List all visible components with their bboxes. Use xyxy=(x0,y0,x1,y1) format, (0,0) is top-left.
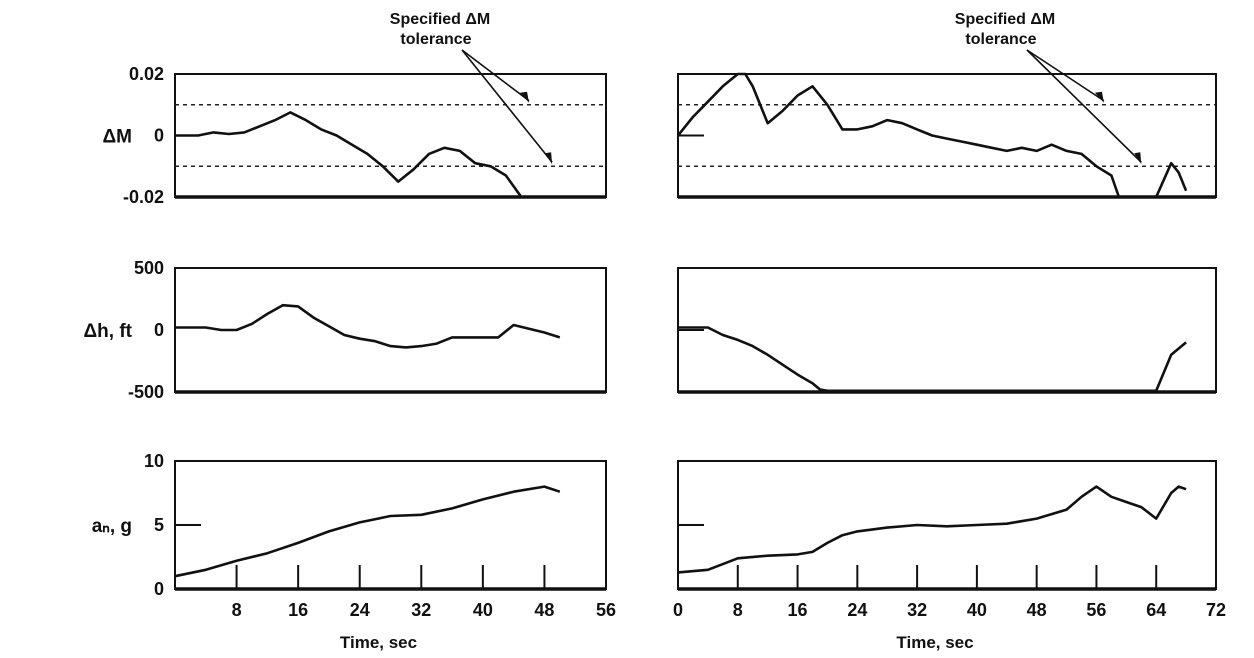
right-xtick-label-8: 56 xyxy=(1086,600,1106,620)
left-xtick-label-4: 32 xyxy=(411,600,431,620)
left-panel-3-trace xyxy=(174,485,561,578)
right-panel-1-trace xyxy=(676,72,1121,198)
left-xtick-label-2: 16 xyxy=(288,600,308,620)
right-xlabel: Time, sec xyxy=(896,633,973,652)
left-panel-1-ylabel: ΔM xyxy=(103,127,132,148)
left-panel-1-annotation-line-2: tolerance xyxy=(400,31,471,48)
right-xtick-label-9: 64 xyxy=(1146,600,1166,620)
right-xtick-label-2: 8 xyxy=(733,600,743,620)
left-panel-3-ytick-label-1: 10 xyxy=(144,451,164,471)
left-xtick-label-7: 56 xyxy=(596,600,616,620)
left-panel-3-ytick-label-3: 0 xyxy=(154,579,164,599)
left-panel-2-ylabel: Δh, ft xyxy=(84,321,133,342)
left-panel-2-ytick-label-2: 0 xyxy=(154,320,164,340)
right-panel-1-frame xyxy=(677,73,1217,198)
right-panel-1-annotation-line-1: Specified ΔM xyxy=(955,11,1055,28)
right-xtick-label-4: 24 xyxy=(847,600,867,620)
left-panel-2-ytick-label-3: -500 xyxy=(128,382,164,402)
left-panel-1-ytick-label-3: -0.02 xyxy=(123,187,164,207)
right-panel-1-annotation-arrow-2 xyxy=(1026,49,1142,163)
left-panel-2-ytick-label-1: 500 xyxy=(134,258,164,278)
left-xlabel: Time, sec xyxy=(340,633,417,652)
right-xtick-label-1: 0 xyxy=(673,600,683,620)
left-panel-1-annotation-arrow-2 xyxy=(461,49,553,163)
right-panel-1-annotation-arrowhead-2 xyxy=(1134,152,1142,165)
right-xtick-label-7: 48 xyxy=(1027,600,1047,620)
left-panel-3-frame xyxy=(174,460,607,590)
right-panel-2-trace xyxy=(678,326,1187,393)
right-xtick-label-3: 16 xyxy=(788,600,808,620)
left-panel-3-ytick-label-2: 5 xyxy=(154,515,164,535)
left-panel-1-annotation-arrowhead-1 xyxy=(520,91,530,103)
right-panel-1-annotation-line-2: tolerance xyxy=(965,31,1036,48)
left-panel-1-annotation-line-1: Specified ΔM xyxy=(390,11,490,28)
right-panel-1-trace-2 xyxy=(1155,161,1188,198)
left-xtick-label-1: 8 xyxy=(232,600,242,620)
left-panel-3-ylabel: aₙ, g xyxy=(92,516,132,537)
left-panel-1-ytick-label-1: 0.02 xyxy=(129,64,164,84)
left-panel-1-annotation-arrowhead-2 xyxy=(545,152,553,165)
right-xtick-label-10: 72 xyxy=(1206,600,1226,620)
right-xtick-label-5: 32 xyxy=(907,600,927,620)
right-xtick-label-6: 40 xyxy=(967,600,987,620)
right-panel-1-annotation-arrowhead-1 xyxy=(1094,91,1104,103)
left-xtick-label-3: 24 xyxy=(350,600,370,620)
left-panel-2-trace xyxy=(175,303,561,349)
left-xtick-label-6: 48 xyxy=(534,600,554,620)
left-panel-1-annotation-arrow-1 xyxy=(461,49,530,102)
right-panel-1-annotation-arrow-1 xyxy=(1026,49,1105,102)
left-panel-1-frame xyxy=(174,73,607,198)
right-panel-2-frame xyxy=(677,267,1217,393)
left-panel-1-ytick-label-2: 0 xyxy=(154,126,164,146)
right-panel-3-trace xyxy=(677,485,1187,574)
left-xtick-label-5: 40 xyxy=(473,600,493,620)
left-panel-1-trace xyxy=(175,111,523,198)
